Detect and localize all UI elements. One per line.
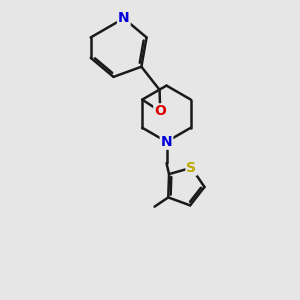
Text: N: N — [161, 135, 172, 149]
Text: O: O — [154, 104, 166, 118]
Text: N: N — [118, 11, 130, 26]
Text: S: S — [187, 161, 196, 175]
